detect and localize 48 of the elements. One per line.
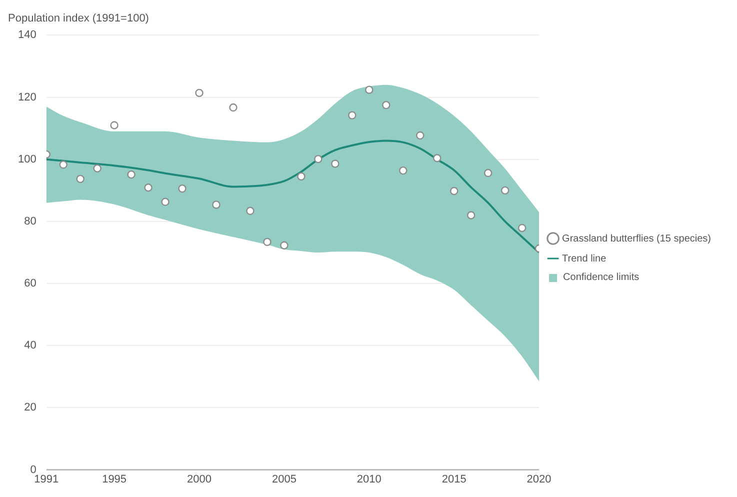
point [76,174,84,184]
point [212,200,220,209]
x-tick-label: 1991 [34,473,59,486]
x-tick-label: 2015 [442,473,466,486]
point [416,131,424,140]
x-tick-label: 2010 [356,473,382,486]
point [127,170,136,179]
point [297,172,306,181]
text: Confidence limits [563,272,640,284]
point [178,184,186,193]
point [144,184,152,192]
point [348,111,356,120]
point [93,164,102,172]
point [195,88,204,98]
point [246,206,254,216]
y-axis-title: Population index (1991=100) [8,12,149,25]
point [382,100,390,110]
point [500,186,510,195]
point [263,238,272,246]
y-tick-label: 120 [18,91,36,104]
point [59,160,68,169]
y-tick-label: 40 [24,340,36,352]
point [466,211,476,220]
point [280,241,288,250]
point [229,103,238,112]
point [110,121,118,130]
point [314,154,322,164]
x-tick-label: 2000 [187,473,212,486]
x-tick-label: 2005 [272,473,296,486]
y-tick-label: 140 [18,29,36,42]
point [161,198,170,206]
y-tick-label: 0 [30,464,36,476]
point [365,86,374,94]
point [518,224,526,232]
y-tick-label: 80 [24,215,36,228]
point [433,154,442,162]
x-tick-label: 1995 [102,473,127,486]
line-series [46,140,540,254]
point [450,186,458,196]
x-tick-label: 2020 [526,473,552,486]
y-tick-label: 20 [24,402,36,414]
point [484,168,492,178]
legend-label: Grassland butterflies (15 species) [562,233,712,244]
y-tick-label: 100 [18,153,36,166]
point [331,160,340,168]
point [399,166,408,175]
y-tick-label: 60 [24,278,36,290]
legend-label: Trend line [562,253,607,264]
